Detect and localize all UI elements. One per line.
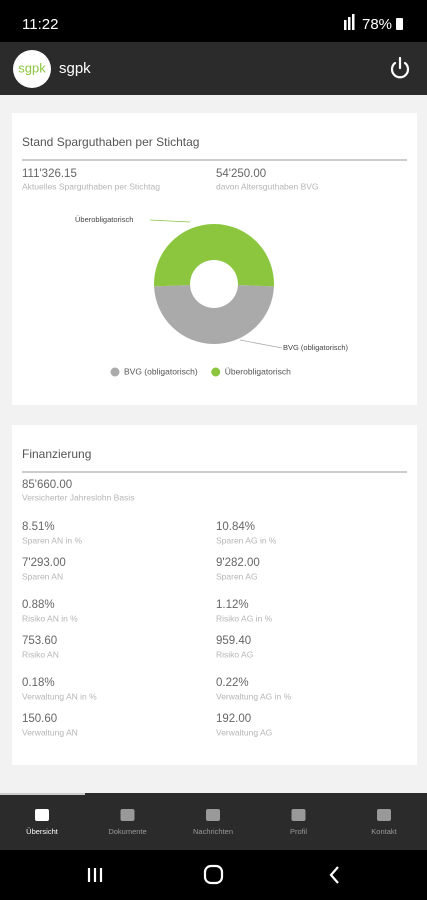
summary-label: Aktuelles Sparguthaben per Stichtag	[22, 181, 160, 191]
nav-item[interactable]: Nachrichten	[193, 809, 233, 836]
pie-slice	[154, 284, 274, 344]
callout-line	[239, 339, 283, 349]
nav-label: Kontakt	[371, 827, 397, 836]
item-value: 0.88%	[22, 599, 55, 611]
nav-label: Dokumente	[108, 827, 146, 836]
nav-item[interactable]: Übersicht	[26, 809, 59, 836]
nav-icon	[291, 809, 306, 821]
legend-label: BVG (obligatorisch)	[124, 366, 198, 376]
pie-slice	[154, 223, 274, 287]
summary-label: davon Altersguthaben BVG	[216, 181, 319, 191]
legend-swatch	[211, 367, 221, 377]
nav-icon	[120, 809, 135, 821]
item-label: Sparen AG	[216, 571, 258, 581]
item-value: 7'293.00	[22, 557, 66, 569]
callout-line	[149, 219, 191, 223]
status-bar	[0, 0, 427, 42]
item-value: 9'282.00	[216, 557, 260, 569]
signal-icon	[352, 14, 355, 30]
item-label: Risiko AG in %	[216, 613, 273, 623]
item-label: Sparen AN	[22, 571, 63, 581]
bottom-nav	[0, 793, 427, 850]
battery-text: 78%	[362, 16, 392, 33]
summary-value: 54'250.00	[216, 168, 266, 180]
card-title: Stand Sparguthaben per Stichtag	[22, 135, 199, 149]
signal-icon	[348, 17, 351, 30]
active-indicator	[0, 793, 85, 795]
item-value: 0.18%	[22, 677, 55, 689]
card	[12, 425, 417, 765]
system-buttons[interactable]	[87, 864, 339, 885]
nav-label: Nachrichten	[193, 827, 233, 836]
item-value: 150.60	[22, 713, 57, 725]
item-value: 10.84%	[216, 521, 255, 533]
item-label: Risiko AN in %	[22, 613, 78, 623]
app-bar	[0, 42, 427, 95]
system-nav	[0, 850, 427, 900]
nav-label: Übersicht	[26, 827, 59, 836]
item-label: Sparen AN in %	[22, 535, 82, 545]
legend-label: Überobligatorisch	[225, 366, 291, 376]
legend: BVG (obligatorisch) Überobligatorisch	[110, 366, 291, 377]
logo-text: sgpk	[18, 60, 46, 75]
nav-icon	[206, 809, 220, 821]
item-label: Risiko AN	[22, 649, 59, 659]
item-label: Verwaltung AG in %	[216, 691, 292, 701]
logo	[13, 50, 51, 88]
nav-item[interactable]: Profil	[290, 809, 307, 836]
nav-item[interactable]: Dokumente	[108, 809, 147, 836]
nav-label: Profil	[290, 827, 307, 836]
item-value: 1.12%	[216, 599, 249, 611]
item-value: 959.40	[216, 635, 251, 647]
item-value: 8.51%	[22, 521, 55, 533]
legend-swatch	[110, 367, 120, 377]
item-label: Verwaltung AG	[216, 727, 272, 737]
nav-icon	[377, 809, 391, 821]
nav-items: Übersicht Dokumente Nachrichten Profil Konta…	[26, 809, 398, 836]
nav-icon	[35, 809, 49, 821]
item-label: Verwaltung AN	[22, 727, 78, 737]
item-value: 0.22%	[216, 677, 249, 689]
callout-label: BVG (obligatorisch)	[283, 343, 349, 352]
nav-item[interactable]: Kontakt	[371, 809, 398, 836]
insured-value: 85'660.00	[22, 479, 72, 491]
summary-value: 111'326.15	[22, 168, 77, 180]
item-value: 192.00	[216, 713, 251, 725]
battery-icon	[396, 18, 403, 30]
item-label: Verwaltung AN in %	[22, 691, 97, 701]
financing-items: 8.51% Sparen AN in % 10.84% Sparen AG in % 7…	[22, 521, 292, 737]
app-title: sgpk	[59, 60, 91, 77]
item-value: 753.60	[22, 635, 57, 647]
donut-chart	[154, 223, 274, 344]
item-label: Risiko AG	[216, 649, 253, 659]
card-title: Finanzierung	[22, 447, 91, 461]
logout-button[interactable]	[390, 56, 410, 79]
item-label: Sparen AG in %	[216, 535, 277, 545]
callout-label: Überobligatorisch	[75, 215, 133, 224]
signal-icon	[344, 20, 347, 30]
insured-label: Versicherter Jahreslohn Basis	[22, 492, 134, 502]
time: 11:22	[22, 16, 58, 33]
